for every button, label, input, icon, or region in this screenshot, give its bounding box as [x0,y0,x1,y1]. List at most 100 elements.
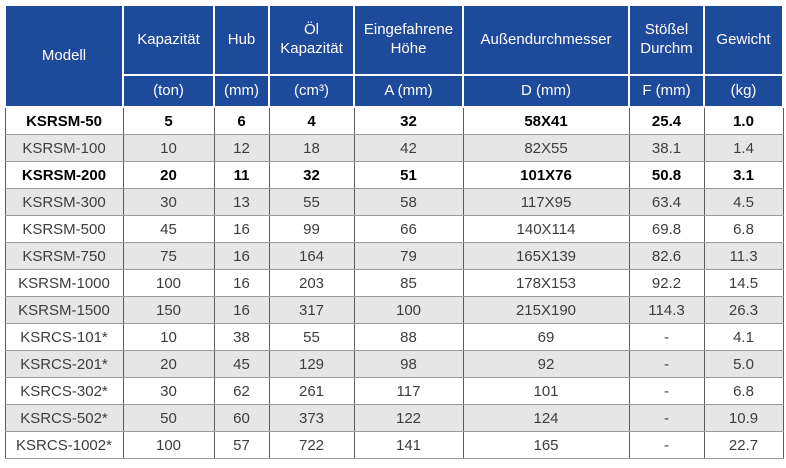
cell-kapazitaet: 10 [122,323,215,351]
cell-oel-kapazitaet: 18 [268,134,355,162]
cell-hub: 38 [213,323,270,351]
table-row: KSRSM-300 30 13 55 58 117X95 63.4 4.5 [4,188,784,216]
cell-aussendurchmesser: 165 [462,431,630,459]
cell-kapazitaet: 45 [122,215,215,243]
header-label-row: Modell Kapazität Hub Öl Kapazität Eingef… [4,4,784,108]
cell-oel-kapazitaet: 4 [268,106,355,135]
col-header-kapazitaet: Kapazität [122,4,215,76]
cell-aussendurchmesser: 101 [462,377,630,405]
cell-hub: 6 [213,106,270,135]
cell-gewicht: 4.1 [703,323,784,351]
cell-modell: KSRSM-1000 [4,269,124,297]
cell-stoessel-durchm: 25.4 [628,106,705,135]
table-row: KSRSM-750 75 16 164 79 165X139 82.6 11.3 [4,242,784,270]
col-header-aussendurchmesser: Außendurchmesser [462,4,630,76]
cell-kapazitaet: 30 [122,377,215,405]
spec-table: Modell Kapazität Hub Öl Kapazität Eingef… [4,4,784,459]
col-header-hub: Hub [213,4,270,76]
cell-eingefahrene-hoehe: 58 [353,188,464,216]
cell-oel-kapazitaet: 55 [268,323,355,351]
table-row: KSRSM-100 10 12 18 42 82X55 38.1 1.4 [4,134,784,162]
cell-oel-kapazitaet: 317 [268,296,355,324]
col-header-stoessel-durchm: Stößel Durchm [628,4,705,76]
cell-modell: KSRSM-50 [4,106,124,135]
cell-kapazitaet: 100 [122,431,215,459]
cell-oel-kapazitaet: 261 [268,377,355,405]
cell-hub: 16 [213,242,270,270]
table-row: KSRCS-302* 30 62 261 117 101 - 6.8 [4,377,784,405]
cell-aussendurchmesser: 124 [462,404,630,432]
cell-modell: KSRSM-100 [4,134,124,162]
col-header-modell: Modell [4,4,124,108]
cell-aussendurchmesser: 117X95 [462,188,630,216]
cell-stoessel-durchm: 92.2 [628,269,705,297]
cell-eingefahrene-hoehe: 88 [353,323,464,351]
cell-stoessel-durchm: - [628,377,705,405]
col-unit-hub: (mm) [213,74,270,108]
cell-oel-kapazitaet: 99 [268,215,355,243]
cell-gewicht: 3.1 [703,161,784,189]
cell-kapazitaet: 100 [122,269,215,297]
cell-modell: KSRSM-750 [4,242,124,270]
cell-eingefahrene-hoehe: 141 [353,431,464,459]
col-unit-kapazitaet: (ton) [122,74,215,108]
cell-oel-kapazitaet: 55 [268,188,355,216]
cell-stoessel-durchm: 69.8 [628,215,705,243]
col-header-eingefahrene-hoehe: Eingefahrene Höhe [353,4,464,76]
table-row: KSRSM-1500 150 16 317 100 215X190 114.3 … [4,296,784,324]
cell-modell: KSRCS-502* [4,404,124,432]
col-header-gewicht: Gewicht [703,4,784,76]
cell-gewicht: 6.8 [703,215,784,243]
cell-stoessel-durchm: - [628,404,705,432]
cell-hub: 12 [213,134,270,162]
cell-stoessel-durchm: - [628,350,705,378]
cell-modell: KSRSM-500 [4,215,124,243]
cell-aussendurchmesser: 178X153 [462,269,630,297]
cell-eingefahrene-hoehe: 51 [353,161,464,189]
cell-modell: KSRSM-1500 [4,296,124,324]
col-header-oel-kapazitaet: Öl Kapazität [268,4,355,76]
cell-gewicht: 5.0 [703,350,784,378]
cell-eingefahrene-hoehe: 117 [353,377,464,405]
table-row: KSRSM-200 20 11 32 51 101X76 50.8 3.1 [4,161,784,189]
cell-hub: 11 [213,161,270,189]
cell-kapazitaet: 30 [122,188,215,216]
cell-gewicht: 26.3 [703,296,784,324]
cell-gewicht: 4.5 [703,188,784,216]
cell-aussendurchmesser: 165X139 [462,242,630,270]
cell-eingefahrene-hoehe: 100 [353,296,464,324]
cell-aussendurchmesser: 58X41 [462,106,630,135]
cell-gewicht: 11.3 [703,242,784,270]
cell-kapazitaet: 20 [122,161,215,189]
table-row: KSRSM-50 5 6 4 32 58X41 25.4 1.0 [4,106,784,135]
table-row: KSRCS-101* 10 38 55 88 69 - 4.1 [4,323,784,351]
cell-eingefahrene-hoehe: 32 [353,106,464,135]
cell-stoessel-durchm: 38.1 [628,134,705,162]
cell-aussendurchmesser: 215X190 [462,296,630,324]
cell-hub: 45 [213,350,270,378]
cell-aussendurchmesser: 101X76 [462,161,630,189]
table-row: KSRCS-1002* 100 57 722 141 165 - 22.7 [4,431,784,459]
col-unit-gewicht: (kg) [703,74,784,108]
cell-eingefahrene-hoehe: 85 [353,269,464,297]
cell-aussendurchmesser: 82X55 [462,134,630,162]
cell-stoessel-durchm: - [628,323,705,351]
cell-modell: KSRCS-101* [4,323,124,351]
cell-stoessel-durchm: 63.4 [628,188,705,216]
header-unit-row: (ton) (mm) (cm³) A (mm) D (mm) F (mm) (k… [5,74,784,108]
cell-modell: KSRCS-1002* [4,431,124,459]
cell-aussendurchmesser: 69 [462,323,630,351]
cell-hub: 16 [213,269,270,297]
table-body: KSRSM-50 5 6 4 32 58X41 25.4 1.0 KSRSM-1… [4,106,784,459]
cell-kapazitaet: 50 [122,404,215,432]
cell-modell: KSRSM-200 [4,161,124,189]
cell-hub: 57 [213,431,270,459]
cell-oel-kapazitaet: 129 [268,350,355,378]
cell-oel-kapazitaet: 164 [268,242,355,270]
cell-gewicht: 22.7 [703,431,784,459]
cell-oel-kapazitaet: 32 [268,161,355,189]
cell-oel-kapazitaet: 203 [268,269,355,297]
cell-eingefahrene-hoehe: 122 [353,404,464,432]
cell-hub: 16 [213,296,270,324]
cell-eingefahrene-hoehe: 98 [353,350,464,378]
